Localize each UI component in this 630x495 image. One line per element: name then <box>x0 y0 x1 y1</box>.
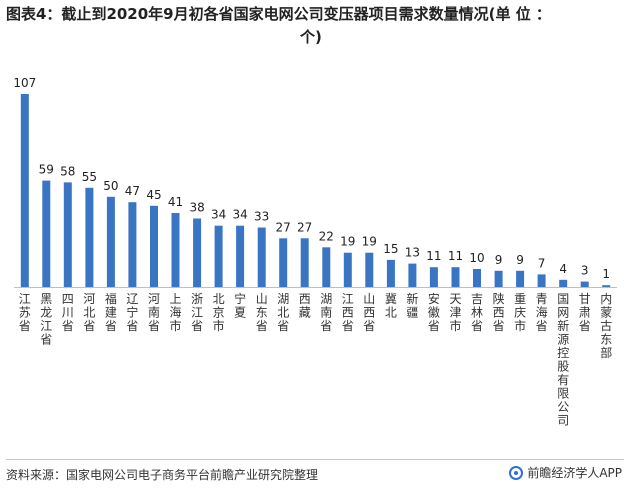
brand: 前瞻经济学人APP <box>509 464 622 481</box>
bar-value-label-11: 33 <box>254 210 269 224</box>
bar-4 <box>106 196 115 287</box>
bar-19 <box>429 267 438 287</box>
category-label-14: 湖南省 <box>320 291 332 333</box>
bar-6 <box>150 205 158 287</box>
bar-7 <box>171 213 180 287</box>
category-label-3: 河北省 <box>83 292 95 333</box>
bar-11 <box>257 227 266 287</box>
category-label-23: 重庆市 <box>514 292 526 333</box>
bar-value-label-20: 11 <box>448 249 463 263</box>
category-label-21: 吉林省 <box>471 292 483 333</box>
category-label-19: 安徽省 <box>428 291 440 333</box>
category-label-12: 湖北省 <box>277 291 289 333</box>
bar-5 <box>128 202 137 287</box>
bar-value-label-10: 34 <box>232 208 247 222</box>
category-label-5: 辽宁省 <box>126 292 138 333</box>
category-label-6: 河南省 <box>148 292 160 333</box>
bar-value-label-18: 13 <box>405 246 420 260</box>
bar-13 <box>300 238 309 287</box>
category-label-18: 新疆 <box>406 291 418 320</box>
bar-value-label-19: 11 <box>426 249 441 263</box>
bar-0 <box>20 94 29 287</box>
bar-2 <box>63 182 72 287</box>
category-label-0: 江苏省 <box>19 292 31 333</box>
bar-15 <box>343 252 352 287</box>
bar-value-label-13: 27 <box>297 220 312 234</box>
bar-value-label-22: 9 <box>495 253 503 267</box>
bar-9 <box>214 225 223 287</box>
bar-12 <box>279 238 288 287</box>
category-label-25: 国网新源控股有限公司 <box>557 292 569 428</box>
category-label-13: 西藏 <box>299 292 311 320</box>
bar-value-label-17: 15 <box>383 242 398 256</box>
bar-value-label-26: 3 <box>581 264 589 278</box>
bar-value-label-15: 19 <box>340 235 355 249</box>
bar-26 <box>580 281 589 287</box>
category-label-16: 山西省 <box>363 292 375 333</box>
bar-value-label-7: 41 <box>168 195 183 209</box>
bar-value-label-5: 47 <box>125 184 140 198</box>
brand-label: 前瞻经济学人APP <box>527 466 622 480</box>
chart-title-line2: 个) <box>300 28 322 46</box>
bar-value-label-23: 9 <box>516 253 524 267</box>
bar-value-label-16: 19 <box>362 235 377 249</box>
bar-25 <box>559 279 568 287</box>
bar-value-label-25: 4 <box>559 262 567 276</box>
category-label-24: 青海省 <box>536 292 548 333</box>
bar-23 <box>516 270 525 287</box>
bar-20 <box>451 267 460 287</box>
bar-value-label-2: 58 <box>60 164 75 178</box>
category-label-22: 陕西省 <box>493 291 505 333</box>
category-label-15: 江西省 <box>342 292 354 333</box>
bar-value-label-24: 7 <box>538 256 546 270</box>
source-note: 资料来源：国家电网公司电子商务平台前瞻产业研究院整理 <box>6 468 319 482</box>
footer-divider <box>6 459 624 460</box>
bar-value-label-27: 1 <box>602 267 610 281</box>
category-label-4: 福建省 <box>105 291 117 333</box>
category-label-9: 北京市 <box>213 292 225 333</box>
bar-3 <box>85 187 94 287</box>
bar-value-label-8: 38 <box>189 201 204 215</box>
bar-value-label-3: 55 <box>82 170 97 184</box>
bar-value-label-4: 50 <box>103 179 118 193</box>
bar-value-label-0: 107 <box>13 76 36 90</box>
category-label-1: 黑龙江省 <box>40 292 52 347</box>
bar-value-label-21: 10 <box>469 251 484 265</box>
brand-logo-icon <box>509 465 524 480</box>
chart-title: 图表4：截止到2020年9月初各省国家电网公司变压器项目需求数量情况(单 位 ： <box>6 5 551 23</box>
category-label-2: 四川省 <box>62 292 74 333</box>
category-label-8: 浙江省 <box>191 292 203 333</box>
bar-18 <box>408 263 417 287</box>
bar-16 <box>365 252 374 287</box>
category-label-17: 冀北 <box>385 292 397 320</box>
bar-8 <box>193 218 202 287</box>
bar-value-label-14: 22 <box>319 229 334 243</box>
category-label-27: 内蒙古东部 <box>600 292 612 360</box>
category-label-10: 宁夏 <box>234 291 246 320</box>
bar-22 <box>494 270 503 287</box>
bar-value-label-6: 45 <box>146 188 161 202</box>
bar-value-label-1: 59 <box>39 163 54 177</box>
bar-value-label-9: 34 <box>211 208 226 222</box>
bar-value-label-12: 27 <box>276 220 291 234</box>
bar-27 <box>602 285 611 287</box>
bar-24 <box>537 274 546 287</box>
category-label-20: 天津市 <box>449 292 461 333</box>
bar-17 <box>386 259 395 287</box>
bar-1 <box>42 180 51 287</box>
category-label-11: 山东省 <box>256 292 268 333</box>
category-label-26: 甘肃省 <box>579 292 591 333</box>
bar-10 <box>236 225 245 287</box>
category-label-7: 上海市 <box>169 292 181 333</box>
bar-21 <box>473 269 481 287</box>
bar-14 <box>322 247 331 287</box>
